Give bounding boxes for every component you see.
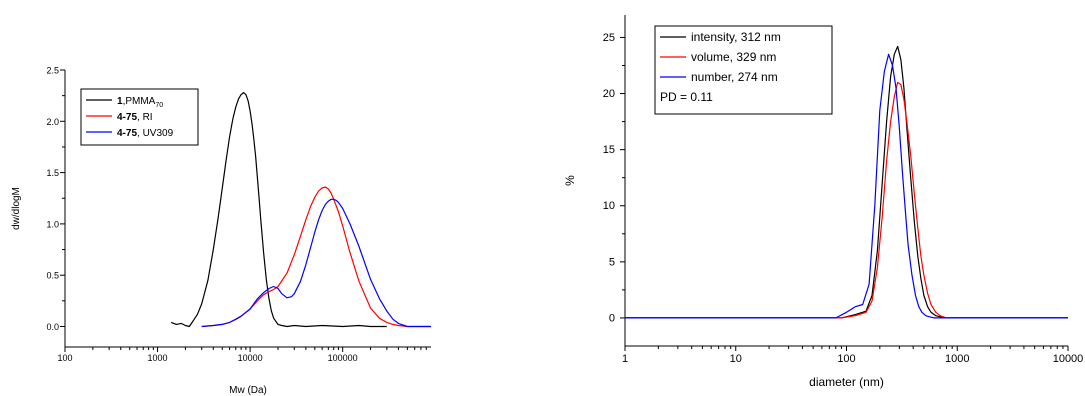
legend-entry: number, 274 nm bbox=[691, 70, 778, 84]
x-axis-label: diameter (nm) bbox=[809, 375, 884, 389]
y-tick-label: 0.0 bbox=[46, 322, 59, 332]
legend-entry-text: number, 274 nm bbox=[691, 70, 778, 84]
x-tick-label: 10000 bbox=[1053, 353, 1084, 365]
gpc-chart: 100 1000 10000 100000 0.0 0.5 1.0 1.5 2.0 2.5 Mw (… bbox=[11, 66, 431, 396]
series-line-1 bbox=[170, 91, 387, 328]
series-line-3 bbox=[625, 53, 1068, 319]
x-tick-label: 10 bbox=[730, 353, 742, 365]
y-tick-label: 10 bbox=[603, 200, 615, 212]
legend-note: PD = 0.11 bbox=[660, 90, 713, 104]
series-line-2 bbox=[201, 186, 431, 328]
y-tick-label: 15 bbox=[603, 144, 615, 156]
y-tick-label: 1.5 bbox=[46, 168, 59, 178]
legend-entry-bold: 1 bbox=[117, 96, 123, 107]
legend-entry-text: , RI bbox=[137, 112, 153, 123]
legend-entry-text: , UV309 bbox=[137, 128, 174, 139]
y-tick-label: 0 bbox=[609, 312, 615, 324]
x-tick-label: 10000 bbox=[238, 353, 263, 363]
series-line-3 bbox=[201, 198, 431, 328]
x-tick-label: 100 bbox=[57, 353, 72, 363]
legend-entry-text: intensity, 312 nm bbox=[691, 30, 781, 44]
legend-entry-bold: 4-75 bbox=[117, 112, 137, 123]
x-tick-label: 1000 bbox=[148, 353, 168, 363]
y-tick-label: 1.0 bbox=[46, 219, 59, 229]
x-tick-label: 100000 bbox=[328, 353, 358, 363]
legend-entry-text: ,PMMA bbox=[123, 96, 156, 107]
legend-entry: 4-75, UV309 bbox=[117, 128, 174, 139]
legend-entry: 4-75, RI bbox=[117, 112, 153, 123]
y-tick-label: 0.5 bbox=[46, 271, 59, 281]
x-tick-label: 1000 bbox=[945, 353, 969, 365]
x-tick-label: 1 bbox=[622, 353, 628, 365]
legend-entry-bold: 4-75 bbox=[117, 128, 137, 139]
y-axis-label: dw/dlogM bbox=[11, 187, 22, 230]
legend-box bbox=[654, 25, 833, 115]
y-tick-label: 25 bbox=[603, 32, 615, 44]
legend-entry: intensity, 312 nm bbox=[691, 30, 781, 44]
legend-entry-text: volume, 329 nm bbox=[691, 50, 776, 64]
x-axis-label: Mw (Da) bbox=[229, 385, 267, 396]
y-tick-label: 5 bbox=[609, 256, 615, 268]
x-tick-label: 100 bbox=[837, 353, 855, 365]
size-distribution-chart: 1 10 100 1000 10000 0 5 10 15 20 25 diameter (nm)% i… bbox=[563, 15, 1083, 389]
y-tick-label: 2.0 bbox=[46, 117, 59, 127]
series-line-2 bbox=[625, 81, 1068, 319]
legend-entry: 1,PMMA70 bbox=[117, 96, 163, 109]
y-tick-label: 20 bbox=[603, 88, 615, 100]
legend-entry-sub: 70 bbox=[155, 102, 163, 109]
y-axis-label: % bbox=[563, 175, 577, 186]
legend-entry: volume, 329 nm bbox=[691, 50, 776, 64]
y-tick-label: 2.5 bbox=[46, 66, 59, 76]
legend-box bbox=[80, 88, 199, 146]
